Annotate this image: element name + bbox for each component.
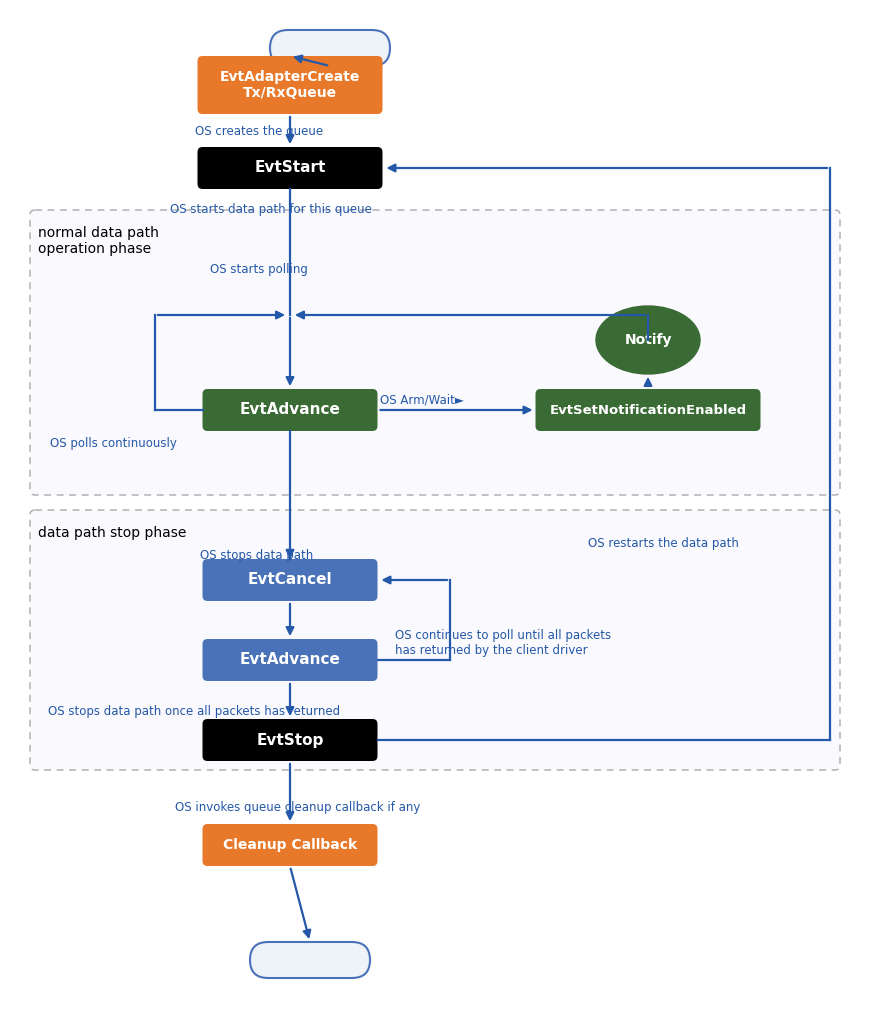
FancyBboxPatch shape — [250, 942, 370, 978]
Text: OS invokes queue cleanup callback if any: OS invokes queue cleanup callback if any — [175, 801, 420, 814]
Text: OS creates the queue: OS creates the queue — [195, 124, 323, 137]
Ellipse shape — [596, 306, 700, 374]
FancyBboxPatch shape — [30, 210, 840, 495]
FancyBboxPatch shape — [203, 639, 378, 681]
FancyBboxPatch shape — [536, 389, 760, 431]
Text: EvtStop: EvtStop — [256, 733, 323, 748]
FancyBboxPatch shape — [198, 57, 383, 114]
Text: OS stops data path once all packets has returned: OS stops data path once all packets has … — [48, 705, 340, 718]
FancyBboxPatch shape — [30, 510, 840, 770]
Text: OS starts data path for this queue: OS starts data path for this queue — [170, 204, 371, 217]
Text: EvtCancel: EvtCancel — [247, 572, 332, 587]
Text: normal data path
operation phase: normal data path operation phase — [38, 226, 159, 256]
FancyBboxPatch shape — [203, 389, 378, 431]
FancyBboxPatch shape — [203, 719, 378, 761]
Text: OS continues to poll until all packets
has returned by the client driver: OS continues to poll until all packets h… — [395, 629, 611, 657]
Text: data path stop phase: data path stop phase — [38, 526, 186, 540]
Text: OS polls continuously: OS polls continuously — [50, 437, 177, 449]
Text: EvtAdvance: EvtAdvance — [239, 403, 341, 418]
Text: OS Arm/Wait►: OS Arm/Wait► — [380, 394, 464, 407]
Text: EvtAdapterCreate
Tx/RxQueue: EvtAdapterCreate Tx/RxQueue — [220, 70, 360, 100]
FancyBboxPatch shape — [203, 824, 378, 866]
Text: EvtSetNotificationEnabled: EvtSetNotificationEnabled — [550, 404, 746, 417]
FancyBboxPatch shape — [203, 559, 378, 601]
Text: OS stops data path: OS stops data path — [200, 549, 313, 561]
Text: OS starts polling: OS starts polling — [210, 263, 308, 276]
Text: OS restarts the data path: OS restarts the data path — [588, 537, 739, 550]
Text: Cleanup Callback: Cleanup Callback — [223, 838, 357, 852]
Text: EvtStart: EvtStart — [254, 160, 326, 176]
FancyBboxPatch shape — [198, 147, 383, 189]
Text: Notify: Notify — [624, 333, 672, 347]
FancyBboxPatch shape — [270, 30, 390, 66]
Text: EvtAdvance: EvtAdvance — [239, 653, 341, 668]
